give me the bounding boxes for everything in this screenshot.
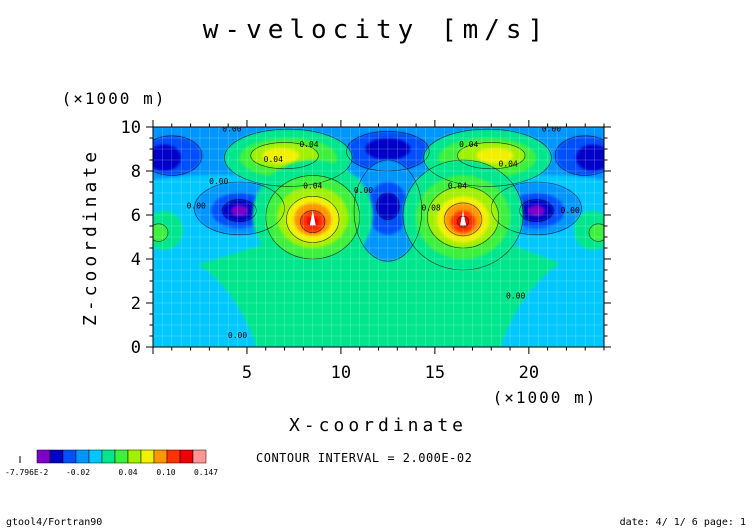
colorbar-swatch <box>192 449 207 464</box>
colorbar-swatch <box>75 449 90 464</box>
contour-line <box>346 131 430 172</box>
contour-label: 0.04 <box>499 160 518 169</box>
y-tick-label: 0 <box>131 338 141 358</box>
contour-label: 0.00 <box>187 201 206 210</box>
contour-fills <box>153 127 604 347</box>
contour-line <box>353 159 423 262</box>
y-tick-label: 4 <box>131 250 141 270</box>
contour-fill <box>365 138 411 160</box>
contour-label: 0.00 <box>506 292 525 301</box>
x-axis: 5 10 15 20 <box>152 120 605 383</box>
contour-fill <box>476 147 514 164</box>
plot-area: 0.00 0.00 0.04 0.04 0.04 0.04 0.00 0.00 0.04 0.04… <box>153 124 604 347</box>
colorbar-label: 0.147 <box>194 468 218 477</box>
y-axis-label: Z-coordinate <box>80 148 101 326</box>
contour-line <box>250 142 319 170</box>
contour-fill <box>261 147 300 164</box>
contour-label: 0.00 <box>561 206 580 215</box>
colorbar-swatch <box>179 449 194 464</box>
y-tick-label: 8 <box>131 162 141 182</box>
contour-interval: CONTOUR INTERVAL = 2.000E-02 <box>256 451 472 465</box>
contour-fill <box>588 223 604 242</box>
contour-line <box>443 202 483 237</box>
contour-label: 0.04 <box>264 155 283 164</box>
colorbar-label: 0.10 <box>156 468 175 477</box>
colorbar-swatch <box>49 449 64 464</box>
contour-line <box>224 128 353 187</box>
contour-line <box>153 135 203 176</box>
y-tick-label: 6 <box>131 206 141 226</box>
contour-line <box>457 215 469 228</box>
contour-label: 0.04 <box>303 182 322 191</box>
contour-line <box>519 199 554 222</box>
colorbar-swatch <box>153 449 168 464</box>
contour-line <box>376 192 400 220</box>
contour-line <box>423 128 552 187</box>
contour-label: 0.00 <box>209 177 228 186</box>
contour-fill <box>376 193 400 220</box>
colorbar-min-label: -7.796E-2 <box>5 468 49 477</box>
contour-label: 0.08 <box>421 204 440 213</box>
contour-line <box>286 195 340 243</box>
contour-line <box>588 223 604 242</box>
colorbar-label: 0.04 <box>118 468 137 477</box>
contour-label: 0.00 <box>228 331 247 340</box>
contour-line <box>265 175 361 260</box>
colorbar-swatch <box>140 449 155 464</box>
peak-marker <box>460 210 467 226</box>
contour-fill <box>500 245 604 347</box>
contour-line <box>457 142 526 170</box>
contour-fill <box>230 205 248 217</box>
colorbar-swatch <box>36 449 51 464</box>
colorbar-label: -0.02 <box>66 468 90 477</box>
x-unit-label: (×1000 m) <box>493 388 598 407</box>
contour-line <box>194 181 285 236</box>
y-tick-label: 10 <box>121 118 141 138</box>
contour-line <box>402 159 524 271</box>
x-tick-label: 10 <box>331 363 351 383</box>
colorbar-swatch <box>101 449 116 464</box>
x-axis-label: X-coordinate <box>289 415 467 436</box>
contour-line <box>427 186 500 249</box>
peak-marker <box>309 210 316 226</box>
colorbar: -7.796E-2 -0.02 0.04 0.10 0.147 <box>5 449 218 477</box>
contour-line <box>554 135 604 176</box>
contour-fill <box>575 144 604 171</box>
contour-fill <box>527 205 545 217</box>
chart-title: w-velocity [m/s] <box>203 15 549 45</box>
grid-lines <box>153 127 604 347</box>
contour-label: 0.00 <box>354 186 373 195</box>
colorbar-swatch <box>114 449 129 464</box>
contour-label: 0.04 <box>459 140 478 149</box>
contour-line <box>300 210 326 233</box>
contour-label: 0.00 <box>222 124 241 133</box>
colorbar-swatch <box>127 449 142 464</box>
colorbar-swatch <box>62 449 77 464</box>
contour-label: 0.00 <box>542 124 561 133</box>
contour-label: 0.04 <box>448 182 467 191</box>
contour-label: 0.04 <box>299 140 318 149</box>
colorbar-swatch <box>88 449 103 464</box>
contour-line <box>222 199 257 222</box>
contour-line <box>490 181 582 236</box>
contour-labels: 0.00 0.00 0.04 0.04 0.04 0.04 0.00 0.00 0.04 0.04… <box>187 124 580 340</box>
y-tick-label: 2 <box>131 294 141 314</box>
x-tick-label: 15 <box>425 363 445 383</box>
footer-left: gtool4/Fortran90 <box>6 517 102 528</box>
contour-fill <box>153 144 182 171</box>
x-tick-label: 20 <box>519 363 539 383</box>
y-axis: 0 2 4 6 8 10 <box>121 118 611 358</box>
contour-line <box>153 223 169 242</box>
colorbar-swatch <box>166 449 181 464</box>
y-unit-label: (×1000 m) <box>62 89 167 108</box>
contour-fill <box>153 223 169 242</box>
footer-right: date: 4/ 1/ 6 page: 1 <box>620 517 746 528</box>
x-tick-label: 5 <box>242 363 252 383</box>
contour-fill <box>153 245 257 347</box>
